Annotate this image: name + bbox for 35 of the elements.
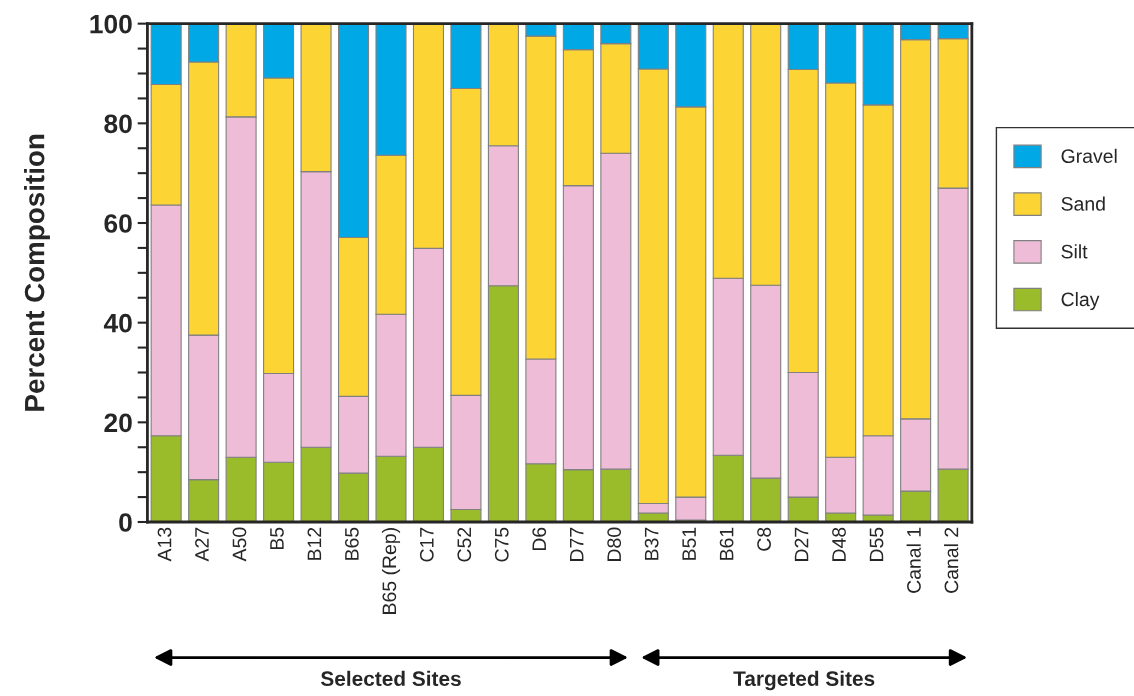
- x-tick-label: B61: [719, 527, 734, 560]
- x-tick-label: C8: [757, 527, 771, 551]
- x-tick-label: A13: [157, 527, 172, 562]
- x-tick-label: D77: [570, 527, 584, 561]
- x-tick-label: Canal 1: [906, 527, 921, 593]
- x-tick-label: D27: [794, 527, 809, 561]
- legend-label: Sand: [1061, 196, 1105, 211]
- text: Selected Sites: [320, 670, 461, 687]
- y-tick-label: 100: [90, 14, 132, 34]
- x-tick-label: D6: [532, 527, 547, 551]
- x-tick-label: B65 (Rep): [381, 528, 401, 614]
- legend-label: Clay: [1061, 291, 1100, 311]
- x-tick-label: B65: [344, 527, 359, 560]
- y-tick-label: 80: [104, 114, 132, 134]
- x-tick-label: D55: [869, 527, 884, 561]
- y-tick-label: 0: [119, 513, 132, 532]
- y-axis-title: Percent Composition: [24, 134, 50, 411]
- legend-label: Silt: [1061, 244, 1088, 259]
- x-tick-label: D48: [832, 527, 846, 561]
- x-tick-label: B5: [270, 527, 284, 550]
- x-tick-label: C75: [494, 527, 509, 562]
- x-tick-label: A27: [195, 527, 209, 562]
- x-tick-label: Canal 2: [944, 527, 959, 593]
- x-tick-label: B51: [682, 527, 697, 560]
- x-tick-label: C17: [419, 527, 434, 562]
- y-tick-label: 20: [104, 413, 132, 433]
- x-tick-label: B37: [644, 527, 659, 560]
- x-tick-label: C52: [457, 527, 472, 562]
- x-tick-label: D80: [607, 527, 622, 561]
- x-tick-label: B12: [307, 527, 322, 560]
- y-tick-label: 60: [104, 214, 132, 233]
- x-tick-label: A50: [232, 527, 247, 562]
- legend-label: Gravel: [1061, 148, 1117, 164]
- text: Targeted Sites: [733, 670, 875, 691]
- y-tick-label: 40: [103, 313, 132, 333]
